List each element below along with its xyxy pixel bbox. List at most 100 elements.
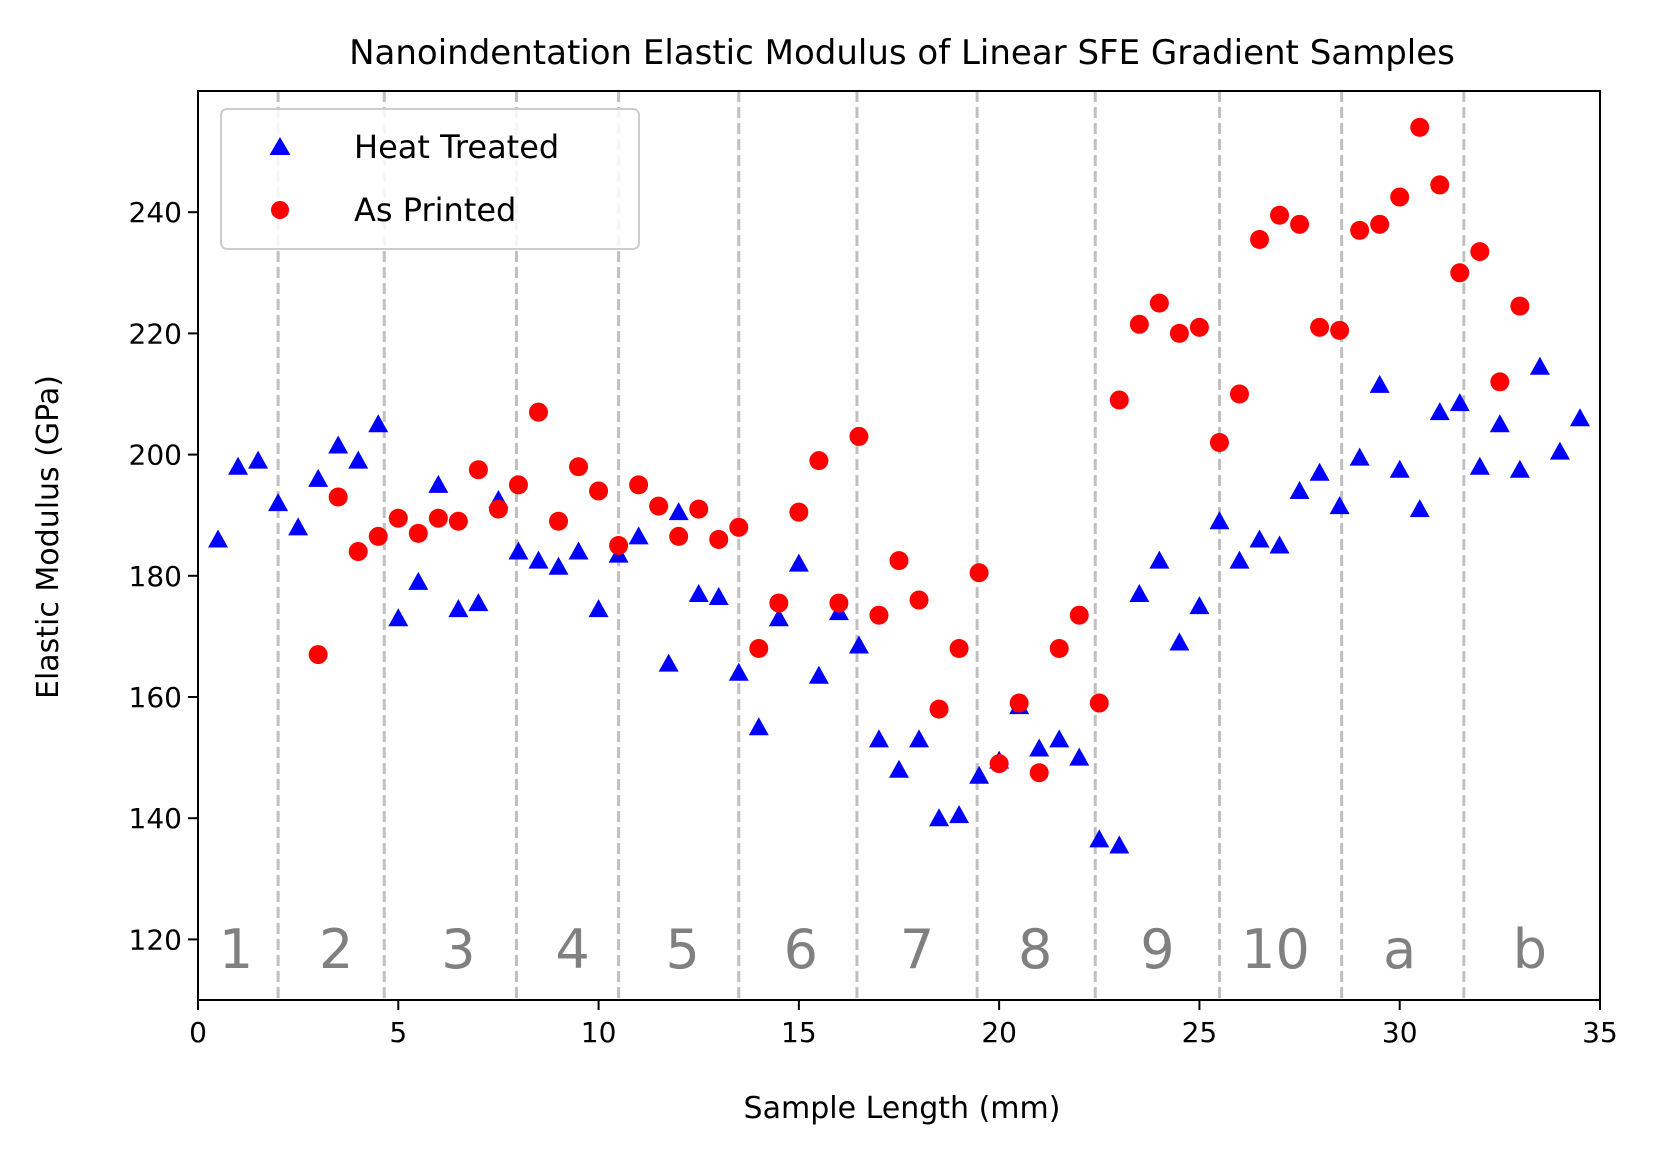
region-label: 3: [441, 918, 475, 981]
as-printed-point: [408, 523, 428, 543]
region-label: 2: [319, 918, 353, 981]
region-label: 10: [1241, 918, 1310, 981]
x-tick-label: 0: [189, 1016, 207, 1049]
legend-marker-as-printed: [271, 201, 289, 219]
heat-treated-point: [909, 729, 930, 748]
axes-frame: [197, 90, 1601, 1001]
heat-treated-point: [1249, 529, 1270, 548]
as-printed-point: [569, 457, 589, 477]
as-printed-point: [1109, 390, 1129, 410]
region-label: a: [1383, 918, 1416, 981]
as-printed-point: [1390, 187, 1410, 207]
as-printed-point: [1129, 314, 1149, 334]
as-printed-point: [1069, 605, 1089, 625]
heat-treated-point: [1069, 747, 1090, 766]
as-printed-point: [1029, 763, 1049, 783]
heat-treated-point: [1029, 738, 1050, 757]
heat-treated-point: [388, 608, 409, 627]
region-label: 6: [784, 918, 818, 981]
as-printed-point: [1350, 220, 1370, 240]
heat-treated-point: [1489, 414, 1510, 433]
as-printed-point: [989, 754, 1009, 774]
y-tick-label: 220: [129, 317, 182, 350]
region-label: 9: [1140, 918, 1174, 981]
heat-treated-point: [428, 474, 449, 493]
y-axis-label: Elastic Modulus (GPa): [31, 375, 66, 699]
heat-treated-point: [1349, 447, 1370, 466]
as-printed-point: [468, 460, 488, 480]
plot-area: 1 2 3 4 5 6 7 8 9 10 a b: [208, 91, 1590, 1000]
as-printed-point: [1270, 205, 1290, 225]
heat-treated-point: [668, 502, 689, 521]
as-printed-point: [649, 496, 669, 516]
heat-treated-point: [1209, 511, 1230, 530]
heat-treated-point: [228, 456, 249, 475]
y-tick-label: 200: [129, 439, 182, 472]
as-printed-point: [1330, 320, 1350, 340]
as-printed-point: [388, 508, 408, 528]
heat-treated-point: [1369, 374, 1390, 393]
y-tick-label: 180: [129, 560, 182, 593]
region-label: 4: [555, 918, 589, 981]
heat-treated-point: [868, 729, 889, 748]
heat-treated-point: [1149, 550, 1170, 569]
as-printed-point: [869, 605, 889, 625]
as-printed-point: [1189, 317, 1209, 337]
as-printed-point: [709, 529, 729, 549]
heat-treated-point: [768, 608, 789, 627]
as-printed-point: [1410, 117, 1430, 137]
region-label: b: [1513, 918, 1547, 981]
heat-treated-point: [588, 599, 609, 618]
heat-treated-point: [848, 635, 869, 654]
heat-treated-point: [548, 556, 569, 575]
as-printed-point: [729, 517, 749, 537]
heat-treated-point: [1409, 499, 1430, 518]
heat-treated-point: [728, 662, 749, 681]
heat-treated-point: [628, 526, 649, 545]
as-printed-point: [488, 499, 508, 519]
as-printed-point: [669, 526, 689, 546]
heat-treated-point: [1549, 441, 1570, 460]
x-axis-label: Sample Length (mm): [744, 1091, 1061, 1126]
legend: Heat Treated As Printed: [220, 108, 640, 250]
as-printed-point: [1310, 317, 1330, 337]
as-printed-point: [1510, 296, 1530, 316]
heat-treated-point: [288, 517, 309, 536]
heat-treated-point: [1329, 496, 1350, 515]
as-printed-point: [849, 426, 869, 446]
y-tick-label: 240: [129, 196, 182, 229]
as-printed-point: [609, 536, 629, 555]
region-label: 1: [219, 918, 253, 981]
heat-treated-point: [929, 808, 950, 827]
heat-treated-point: [1569, 408, 1590, 427]
as-printed-point: [508, 475, 528, 495]
y-tick-label: 140: [129, 802, 182, 835]
heat-treated-point: [748, 717, 769, 736]
heat-treated-point: [1309, 462, 1330, 481]
as-printed-point: [528, 402, 548, 422]
legend-label-heat-treated: Heat Treated: [354, 128, 559, 166]
y-tick-label: 120: [129, 923, 182, 956]
heat-treated-point: [708, 587, 729, 606]
as-printed-point: [809, 451, 829, 471]
as-printed-point: [909, 590, 929, 610]
as-printed-point: [428, 508, 448, 528]
heat-treated-point: [348, 450, 369, 469]
as-printed-point: [689, 499, 709, 519]
x-tick-label: 30: [1382, 1016, 1418, 1049]
as-printed-point: [328, 487, 348, 507]
as-printed-point: [1009, 693, 1029, 713]
heat-treated-point: [368, 414, 389, 433]
heat-treated-point: [969, 765, 990, 784]
x-tick-label: 25: [1182, 1016, 1218, 1049]
as-printed-point: [829, 593, 849, 613]
heat-treated-point: [889, 759, 909, 778]
y-tick-label: 160: [129, 681, 182, 714]
heat-treated-point: [1129, 583, 1150, 602]
heat-treated-point: [248, 450, 269, 469]
x-tick-label: 15: [781, 1016, 817, 1049]
x-tick-label: 5: [389, 1016, 407, 1049]
heat-treated-point: [448, 599, 469, 618]
heat-treated-point: [1469, 456, 1490, 475]
